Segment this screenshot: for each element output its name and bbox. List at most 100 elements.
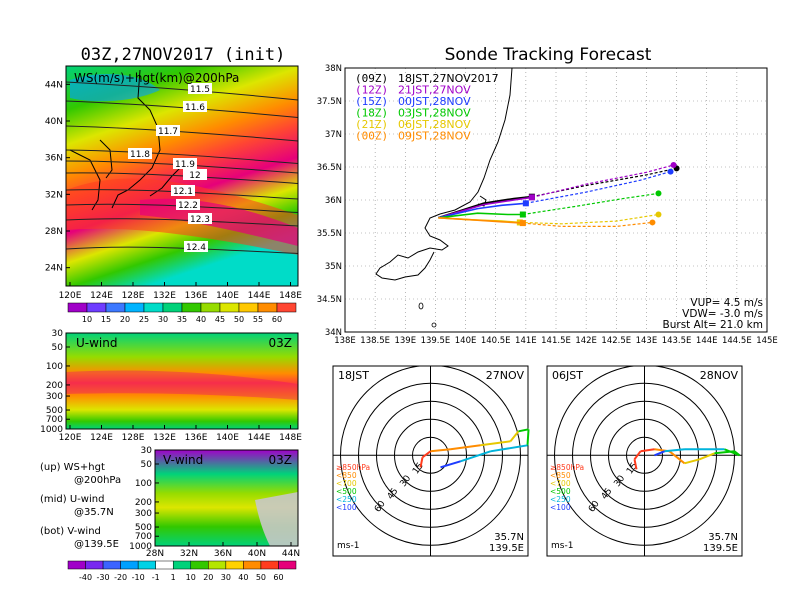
colorbar-label: -20: [114, 573, 127, 582]
hodo-unit: ms-1: [337, 541, 359, 551]
pressure-tick-label: 700: [135, 532, 152, 542]
hodo-loc-lon: 139.5E: [703, 543, 738, 554]
track-line-ascent: [438, 196, 533, 219]
right-title: Sonde Tracking Forecast: [445, 45, 652, 65]
note-mid-l2: @35.7N: [74, 507, 114, 518]
lon-tick-label: 138E: [334, 336, 356, 346]
contour-label: 12.3: [190, 215, 210, 225]
contour-label: 11.7: [158, 127, 178, 137]
lon-tick-label: 144E: [248, 291, 271, 301]
hodo-loc-lat: 35.7N: [708, 532, 738, 543]
lon-tick-label: 148E: [279, 433, 302, 443]
u-wind-frame: [65, 332, 299, 430]
track-line-ascent: [438, 212, 523, 219]
track-line-descent: [522, 192, 659, 216]
pressure-tick-label: 1000: [40, 425, 63, 435]
track-grid: [344, 67, 768, 333]
colorbar-swatch: [172, 560, 192, 570]
colorbar-label: 50: [234, 315, 244, 324]
track-line-descent: [531, 164, 674, 198]
hodo-legend-item: <850: [336, 471, 357, 480]
hodo-date: 28NOV: [700, 369, 739, 382]
colorbar-label: 40: [238, 573, 248, 582]
colorbar-label: 50: [256, 573, 266, 582]
contour-label-bg: [188, 83, 212, 94]
colorbar-label: 15: [101, 315, 111, 324]
hodo-trace-segment: [518, 428, 529, 433]
lon-tick-label: 148E: [279, 291, 302, 301]
lon-tick-label: 139.5E: [421, 336, 451, 346]
island-1: [418, 302, 424, 310]
colorbar-label: 30: [221, 573, 231, 582]
lon-tick-label: 140E: [455, 336, 477, 346]
hodo-time: 18JST: [338, 369, 369, 382]
contour-label-bg: [173, 158, 197, 169]
hodo-trace-segment: [440, 460, 461, 469]
info-burst: Burst Alt= 21.0 km: [663, 319, 763, 331]
track-legend: (09Z) 18JST,27NOV2017 (12Z) 21JST,27NOV (15Z…: [355, 72, 499, 143]
lat-tick-label: 40N: [45, 117, 63, 127]
ws-map-panel: 11.5 11.6 11.7 11.8 11.912 12.1 12.2 12.3 12.4 W…: [45, 65, 302, 301]
wind-colorbar: -40 -30 -20 -10 -1 1 10 20 30 40 50 60: [67, 560, 297, 582]
hodo-legend-item: <250: [550, 495, 571, 504]
left-title: 03Z,27NOV2017 (init): [81, 45, 286, 65]
colorbar-label: 10: [82, 315, 92, 324]
lon-tick-label: 120E: [59, 291, 82, 301]
contour-label-bg: [156, 125, 180, 136]
lat-tick-label: 36N: [45, 154, 63, 164]
pressure-tick-label: 50: [141, 460, 153, 470]
lon-tick-label: 128E: [122, 291, 145, 301]
hodo-legend-item: <700: [550, 479, 571, 488]
colorbar-swatch: [260, 560, 279, 570]
lon-tick-label: 136E: [185, 433, 208, 443]
height-contour: [65, 218, 299, 227]
lon-tick-label: 142E: [575, 336, 597, 346]
legend-text: 00JST,28NOV: [398, 95, 471, 108]
colorbar-swatch: [162, 302, 183, 313]
contour-label: 11.5: [190, 85, 210, 95]
hodo-loc-lon: 139.5E: [489, 543, 524, 554]
pressure-tick-label: 500: [46, 406, 63, 416]
colorbar-label: 1: [171, 573, 176, 582]
lat-tick-label: 34.5N: [317, 295, 342, 305]
colorbar-label: 40: [196, 315, 206, 324]
colorbar-swatch: [124, 302, 145, 313]
contour-label-bg: [128, 148, 152, 159]
hodo-rings: [547, 366, 742, 556]
colorbar-swatch: [225, 560, 244, 570]
colorbar-label: 20: [203, 573, 213, 582]
u-wind-field: [66, 333, 298, 429]
hodo-trace-segment: [668, 450, 686, 465]
sonde-tracks: [438, 162, 680, 227]
colorbar-swatch: [102, 560, 121, 570]
pressure-tick-label: 300: [135, 509, 152, 519]
v-lat-ticks: 28N 32N 36N 40N 44N: [146, 542, 300, 559]
pressure-tick-label: 50: [52, 343, 64, 353]
colorbar-swatch: [243, 560, 262, 570]
height-contour: [65, 149, 299, 164]
lon-tick-label: 144E: [248, 433, 271, 443]
hodo-trace-segment: [633, 450, 642, 460]
lon-tick-label: 124E: [90, 291, 113, 301]
hodo-legend-item: <100: [336, 503, 357, 512]
lon-tick-label: 136E: [185, 291, 208, 301]
hodo-trace-segment: [509, 430, 520, 442]
contour-label-bg: [183, 101, 207, 112]
track-line-ascent: [438, 217, 523, 224]
legend-code: (18Z): [355, 107, 388, 120]
lon-tick-label: 144E: [696, 336, 718, 346]
v-wind-gray: [255, 492, 298, 546]
track-line-descent: [522, 221, 653, 227]
lat-tick-label: 28N: [146, 549, 164, 559]
ws-map-label: WS(m/s)+hgt(km)@200hPa: [74, 71, 239, 85]
landing-marker: [655, 190, 662, 197]
landing-marker: [670, 162, 677, 169]
colorbar-swatch: [219, 302, 240, 313]
contour-label: 11.9: [175, 160, 195, 170]
note-bot-l2: @139.5E: [74, 539, 119, 550]
hodo-legend-item: ≥850hPa: [550, 463, 584, 472]
